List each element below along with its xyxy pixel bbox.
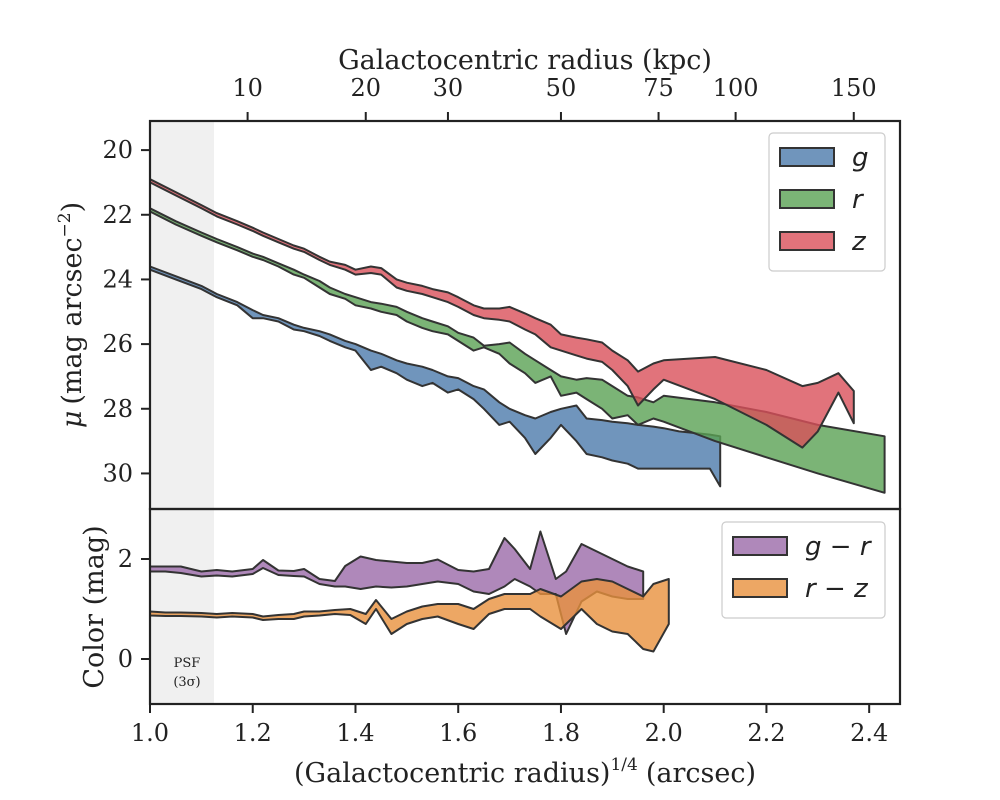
kpc-tick-label-1: 20 xyxy=(350,74,381,102)
ytick-label-surface-brightness-0: 20 xyxy=(102,136,133,164)
band-surface-brightness-0 xyxy=(149,265,722,488)
legend-label-surface-brightness-2: z xyxy=(851,227,867,257)
y-label-close: ) xyxy=(57,202,88,213)
ytick-label-surface-brightness-3: 26 xyxy=(102,330,133,358)
top-panel-y-ticks: 20 22 24 26 28 30 xyxy=(102,136,150,487)
ytick-label-surface-brightness-4: 28 xyxy=(102,395,133,423)
bottom-panel-series xyxy=(149,530,670,653)
band-color-1 xyxy=(149,578,670,653)
xtick-label-1: 1.2 xyxy=(234,719,272,747)
bottom-panel-y-ticks: 02 xyxy=(118,545,150,673)
band-surface-brightness-2 xyxy=(149,178,855,449)
legend-swatch-surface-brightness-1 xyxy=(779,189,835,209)
legend-label-color-0: g − r xyxy=(805,532,873,562)
x-axis-label-sup: 1/4 xyxy=(610,755,637,775)
xtick-label-6: 2.2 xyxy=(747,719,785,747)
bottom-panel-legend: g − r r − z xyxy=(721,521,886,619)
psf-label: PSF xyxy=(174,656,201,671)
top-panel-legend: grz xyxy=(768,132,886,272)
legend-label-surface-brightness-0: g xyxy=(852,143,869,173)
ytick-label-color-0: 0 xyxy=(118,645,133,673)
x-axis-label: (Galactocentric radius)1/4 (arcsec) xyxy=(294,755,756,789)
psf-band-top xyxy=(150,121,214,509)
kpc-tick-label-0: 10 xyxy=(232,74,263,102)
bottom-panel-frame xyxy=(148,507,902,706)
ytick-label-surface-brightness-2: 24 xyxy=(102,265,133,293)
y-label-exp: −2 xyxy=(55,212,75,237)
xtick-label-3: 1.6 xyxy=(439,719,477,747)
x-axis-label-unit: (arcsec) xyxy=(646,758,756,789)
xtick-label-0: 1.0 xyxy=(131,719,169,747)
top-axis-label: Galactocentric radius (kpc) xyxy=(338,45,712,76)
band-surface-brightness-1 xyxy=(149,207,886,494)
xtick-label-7: 2.4 xyxy=(850,719,888,747)
kpc-tick-label-5: 100 xyxy=(713,74,759,102)
legend-swatch-color-0 xyxy=(732,536,788,556)
legend-swatch-surface-brightness-2 xyxy=(779,231,835,251)
bottom-panel-y-label: Color (mag) xyxy=(79,525,110,688)
top-panel-y-label: μ (mag arcsec−2) xyxy=(55,202,88,428)
y-label-mu: μ xyxy=(57,411,88,429)
x-ticks: 1.0 1.2 1.4 1.6 1.8 2.0 2.2 2.4 xyxy=(131,704,888,747)
top-axis-ticks: 10 20 30 50 75 100 150 xyxy=(232,74,877,121)
kpc-tick-label-4: 75 xyxy=(643,74,674,102)
xtick-label-2: 1.4 xyxy=(336,719,374,747)
top-panel-series xyxy=(149,178,886,494)
ytick-label-surface-brightness-1: 22 xyxy=(102,201,133,229)
legend-swatch-color-1 xyxy=(732,578,788,598)
xtick-label-5: 2.0 xyxy=(645,719,683,747)
psf-label-sigma: (3σ) xyxy=(173,675,200,690)
xtick-label-4: 1.8 xyxy=(542,719,580,747)
x-axis-label-main: (Galactocentric radius) xyxy=(294,758,610,789)
y-label-unit: (mag arcsec xyxy=(57,237,88,404)
legend-label-surface-brightness-1: r xyxy=(852,185,865,215)
ytick-label-surface-brightness-5: 30 xyxy=(102,459,133,487)
kpc-tick-label-3: 50 xyxy=(546,74,577,102)
psf-band-bottom xyxy=(150,509,214,704)
kpc-tick-label-2: 30 xyxy=(433,74,464,102)
legend-label-color-1: r − z xyxy=(805,574,869,604)
legend-swatch-surface-brightness-0 xyxy=(779,147,835,167)
ytick-label-color-1: 2 xyxy=(118,545,133,573)
kpc-tick-label-6: 150 xyxy=(831,74,877,102)
